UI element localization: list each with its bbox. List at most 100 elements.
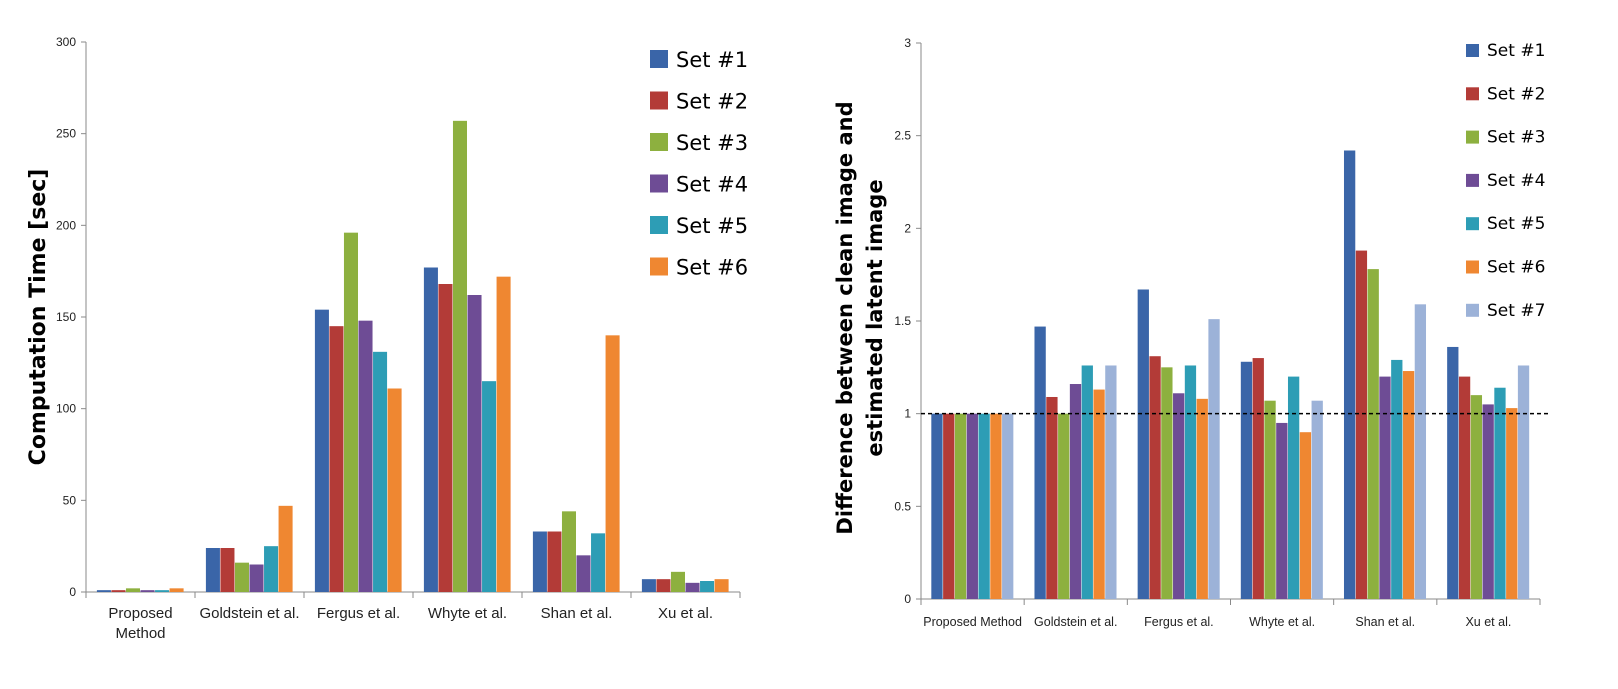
y-tick-label: 1.5 [894,314,911,328]
bar [1311,400,1323,599]
x-category-label: Whyte et al. [1249,615,1315,629]
bar [656,579,671,592]
bar [1447,346,1459,599]
bar [373,351,388,592]
y-tick-label: 300 [56,35,76,49]
bar [1299,432,1312,599]
bar [576,555,591,592]
bar [111,590,126,592]
bar [496,276,511,592]
difference-chart: 0 0.5 1 1.5 2 2.5 3 Proposed Method Goldstein et… [833,36,1548,629]
y-tick-label: 2 [904,221,911,235]
bar [1002,413,1014,599]
bar [714,579,729,592]
bar [140,590,155,592]
bar [1137,289,1149,599]
bar [438,284,453,592]
legend-label: Set #2 [1487,84,1545,104]
legend-swatch [650,174,668,193]
bar [169,588,184,592]
bar [1379,376,1391,599]
x-category-label: Proposed Method [108,605,172,642]
y-tick-label: 250 [56,127,76,141]
x-category-label: Proposed Method [923,615,1022,629]
bar [452,120,467,592]
y-tick-label: 1 [904,407,911,421]
x-category-label: Fergus et al. [1144,615,1213,629]
bar [387,388,402,592]
bar [1367,269,1379,599]
bar [547,531,562,592]
legend-swatch [650,91,668,110]
legend-label: Set #1 [1487,41,1545,61]
bar [155,590,170,592]
bar [343,232,358,592]
legend-label: Set #6 [676,256,748,280]
bar [1240,361,1253,599]
bar [605,335,620,592]
bar [1494,387,1506,599]
bar [978,413,990,599]
y-axis-title: Computation Time [sec] [26,169,51,466]
legend-swatch [1466,303,1479,317]
bar [641,579,656,592]
legend-swatch [650,216,668,234]
legend-swatch [1466,130,1479,144]
legend-label: Set #6 [1487,258,1545,278]
bar [467,295,482,592]
y-axis-title: Difference between clean image and estima… [833,101,887,534]
bar [954,413,967,599]
legend-swatch [1466,173,1479,187]
legend-swatch [1466,260,1479,274]
x-category-label: Shan et al. [541,605,613,622]
y-tick-label: 0 [69,585,76,599]
x-category-label: Goldstein et al. [1034,615,1117,629]
legend-swatch [650,50,668,68]
bar [329,326,344,592]
legend-label: Set #3 [1487,128,1545,148]
x-category-label: Whyte et al. [428,605,507,622]
bar [1208,319,1220,599]
bar [1105,365,1117,599]
bar [990,413,1002,599]
y-tick-label: 0.5 [894,499,911,513]
bar [1470,395,1483,599]
y-tick-label: 0 [904,592,911,606]
bar [591,533,606,592]
legend-label: Set #1 [676,48,748,72]
legend-label: Set #5 [1487,214,1545,234]
legend-label: Set #4 [1487,171,1545,191]
legend-swatch [1466,44,1479,57]
bar [1252,358,1264,599]
y-tick-label: 100 [56,402,76,416]
bar [278,505,293,592]
legend-swatch [650,133,668,151]
bar [1081,365,1093,599]
bar [1414,304,1427,599]
bar [1093,389,1105,599]
legend-swatch [1466,217,1479,231]
y-tick-label: 200 [56,218,76,232]
y-axis-title-line: Difference between clean image and [833,101,857,534]
y-tick-label: 2.5 [894,129,911,143]
legend-label: Set #2 [676,90,748,114]
bar [1482,404,1494,599]
bar [1034,326,1046,599]
bar [205,548,220,592]
bar [1173,393,1185,599]
bar [234,562,249,592]
bar [1343,150,1356,599]
bar [1287,376,1300,599]
bar [1264,400,1276,599]
bar [96,590,111,592]
bar [670,571,685,592]
bar [264,546,279,592]
bar [423,267,438,592]
bar [1161,367,1173,599]
bar [358,320,373,592]
y-tick-label: 3 [904,36,911,50]
legend-label: Set #5 [676,214,748,238]
bar [1069,384,1082,599]
bar [1276,422,1288,599]
